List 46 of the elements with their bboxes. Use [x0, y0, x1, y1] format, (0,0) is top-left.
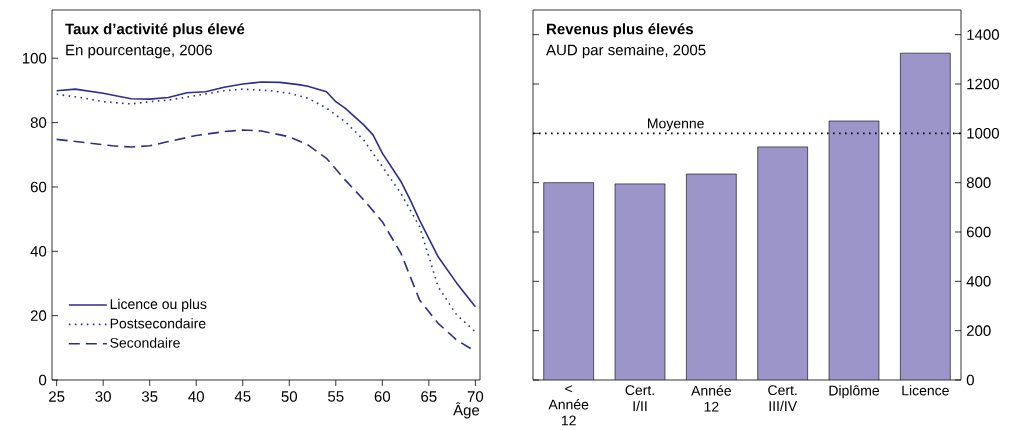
- y-tick-label: 600: [966, 226, 991, 238]
- x-tick-label: Licence: [902, 385, 949, 396]
- x-tick-label: 55: [328, 391, 344, 402]
- line-series: [55, 129, 472, 350]
- text: Taux d’activité plus élevé: [65, 22, 245, 38]
- x-tick-label: 25: [49, 391, 65, 402]
- text: AUD par semaine, 2005: [546, 44, 706, 59]
- x-tick-label: 35: [141, 391, 158, 402]
- y-tick-label: 60: [30, 181, 47, 193]
- x-tick-label: 45: [234, 391, 251, 402]
- y-tick-label: 0: [966, 374, 974, 386]
- x-tick-label: Année 12: [691, 385, 731, 412]
- text: En pourcentage, 2006: [66, 44, 212, 59]
- x-tick-label: 30: [95, 391, 111, 402]
- bar: [615, 183, 665, 380]
- ref-line-label: Moyenne: [648, 118, 704, 131]
- y-tick-label: 1200: [967, 78, 999, 90]
- y-tick-label: 0: [39, 374, 47, 386]
- y-tick-label: 1000: [967, 127, 999, 139]
- x-tick-label: Diplôme: [829, 385, 880, 399]
- x-tick-label: < Année 12: [548, 385, 589, 426]
- x-tick-label: 65: [421, 391, 437, 402]
- legend-label: Postsecondaire: [110, 317, 206, 329]
- bar: [757, 146, 808, 380]
- legend-label: Secondaire: [110, 337, 180, 348]
- bar: [829, 120, 879, 380]
- bar: [543, 182, 594, 380]
- x-axis-title: Âge: [453, 402, 480, 419]
- x-tick-label: Cert. I/II: [625, 385, 654, 411]
- x-tick-label: Cert. III/IV: [768, 385, 798, 411]
- y-tick-label: 800: [966, 177, 991, 188]
- legend-label: Licence ou plus: [110, 298, 207, 312]
- x-tick-label: 70: [467, 391, 484, 402]
- y-tick-label: 20: [30, 310, 47, 321]
- bar: [686, 173, 737, 380]
- y-tick-label: 400: [966, 275, 991, 287]
- text: Revenus plus élevés: [547, 22, 693, 38]
- bar: [900, 52, 951, 380]
- y-tick-label: 1400: [967, 29, 999, 40]
- x-tick-label: 50: [281, 391, 298, 402]
- x-tick-label: 40: [188, 391, 204, 402]
- y-tick-label: 100: [22, 52, 47, 64]
- y-tick-label: 40: [30, 245, 47, 257]
- x-tick-label: 60: [374, 391, 391, 402]
- y-tick-label: 200: [966, 325, 991, 336]
- y-tick-label: 80: [30, 117, 47, 128]
